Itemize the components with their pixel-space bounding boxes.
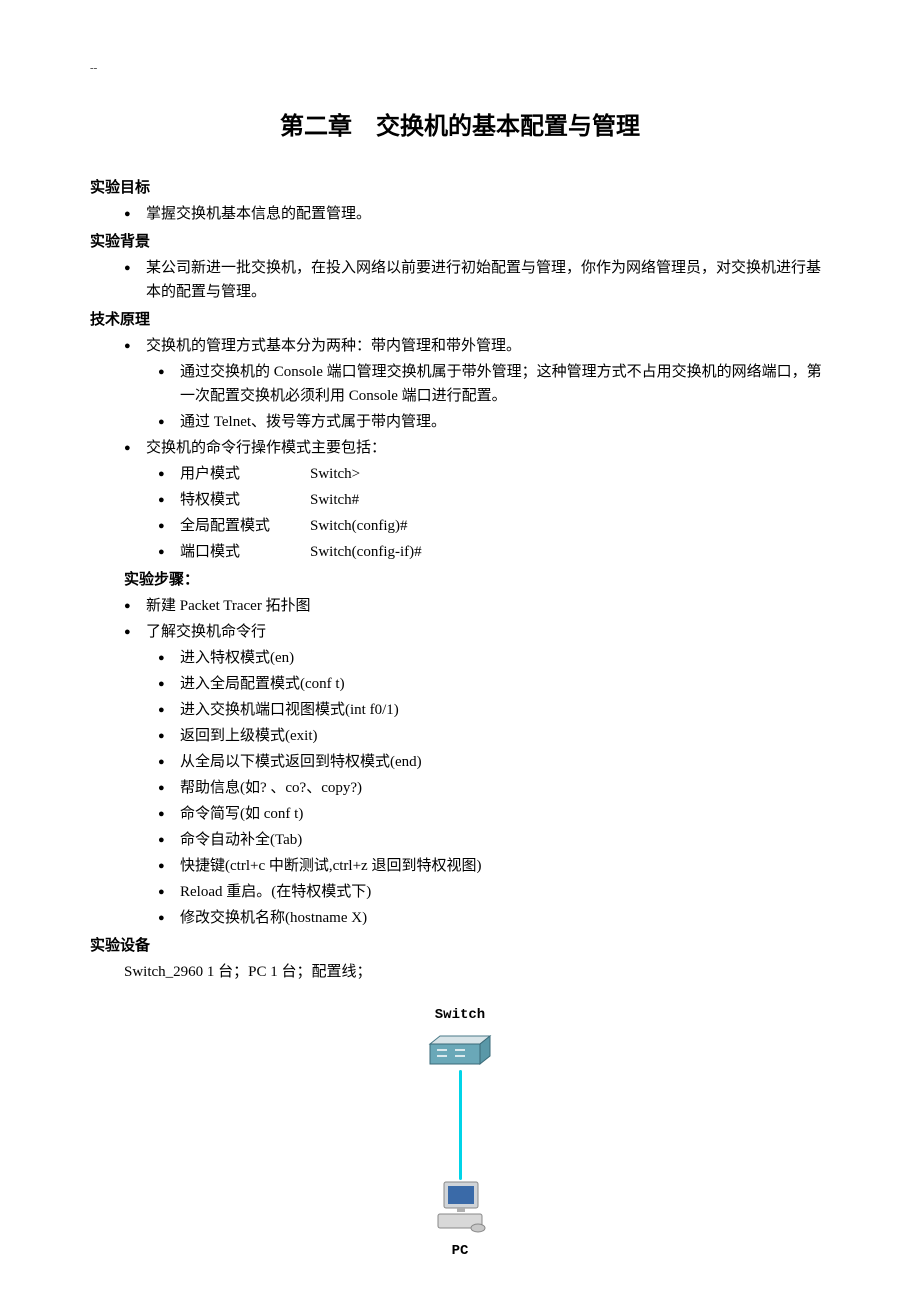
switch-icon [425, 1032, 495, 1070]
list-item: 返回到上级模式(exit) [158, 724, 830, 748]
switch-label: Switch [360, 1004, 560, 1026]
pc-icon [430, 1180, 490, 1234]
section-steps-head: 实验步骤： [90, 568, 830, 592]
principle-list-2: 交换机的命令行操作模式主要包括： [90, 436, 830, 460]
list-item: 特权模式 Switch# [158, 488, 830, 512]
list-item: 掌握交换机基本信息的配置管理。 [124, 202, 830, 226]
list-item: 全局配置模式 Switch(config)# [158, 514, 830, 538]
pc-label: PC [360, 1240, 560, 1262]
list-item: 交换机的管理方式基本分为两种：带内管理和带外管理。 [124, 334, 830, 358]
list-item: Reload 重启。(在特权模式下) [158, 880, 830, 904]
chapter-title: 第二章 交换机的基本配置与管理 [90, 108, 830, 146]
section-equip-head: 实验设备 [90, 934, 830, 958]
list-item: 某公司新进一批交换机，在投入网络以前要进行初始配置与管理，你作为网络管理员，对交… [124, 256, 830, 304]
mode-cmd: Switch(config-if)# [310, 540, 422, 564]
list-item: 修改交换机名称(hostname X) [158, 906, 830, 930]
list-item: 了解交换机命令行 [124, 620, 830, 644]
list-item: 端口模式 Switch(config-if)# [158, 540, 830, 564]
list-item: 快捷键(ctrl+c 中断测试,ctrl+z 退回到特权视图) [158, 854, 830, 878]
mode-list: 用户模式 Switch> 特权模式 Switch# 全局配置模式 Switch(… [90, 462, 830, 564]
list-item: 通过 Telnet、拨号等方式属于带内管理。 [158, 410, 830, 434]
steps-sub-list: 进入特权模式(en) 进入全局配置模式(conf t) 进入交换机端口视图模式(… [90, 646, 830, 930]
list-item: 用户模式 Switch> [158, 462, 830, 486]
list-item: 命令简写(如 conf t) [158, 802, 830, 826]
principle-list: 交换机的管理方式基本分为两种：带内管理和带外管理。 [90, 334, 830, 358]
cable-line [459, 1070, 462, 1180]
list-item: 从全局以下模式返回到特权模式(end) [158, 750, 830, 774]
steps-list: 新建 Packet Tracer 拓扑图 了解交换机命令行 [90, 594, 830, 644]
mode-cmd: Switch# [310, 488, 359, 512]
bg-list: 某公司新进一批交换机，在投入网络以前要进行初始配置与管理，你作为网络管理员，对交… [90, 256, 830, 304]
mode-label: 全局配置模式 [180, 514, 310, 538]
list-item: 进入交换机端口视图模式(int f0/1) [158, 698, 830, 722]
goal-list: 掌握交换机基本信息的配置管理。 [90, 202, 830, 226]
list-item: 进入全局配置模式(conf t) [158, 672, 830, 696]
section-principle-head: 技术原理 [90, 308, 830, 332]
equip-text: Switch_2960 1 台；PC 1 台；配置线； [90, 960, 830, 984]
section-bg-head: 实验背景 [90, 230, 830, 254]
mode-cmd: Switch(config)# [310, 514, 407, 538]
list-item: 交换机的命令行操作模式主要包括： [124, 436, 830, 460]
list-item: 新建 Packet Tracer 拓扑图 [124, 594, 830, 618]
page-mark: -- [90, 60, 830, 78]
mode-label: 特权模式 [180, 488, 310, 512]
section-goal-head: 实验目标 [90, 176, 830, 200]
mode-cmd: Switch> [310, 462, 360, 486]
mode-label: 用户模式 [180, 462, 310, 486]
principle-sub-list-0: 通过交换机的 Console 端口管理交换机属于带外管理；这种管理方式不占用交换… [90, 360, 830, 434]
list-item: 通过交换机的 Console 端口管理交换机属于带外管理；这种管理方式不占用交换… [158, 360, 830, 408]
list-item: 进入特权模式(en) [158, 646, 830, 670]
topology-diagram: Switch PC [360, 1004, 560, 1263]
list-item: 帮助信息(如? 、co?、copy?) [158, 776, 830, 800]
list-item: 命令自动补全(Tab) [158, 828, 830, 852]
mode-label: 端口模式 [180, 540, 310, 564]
